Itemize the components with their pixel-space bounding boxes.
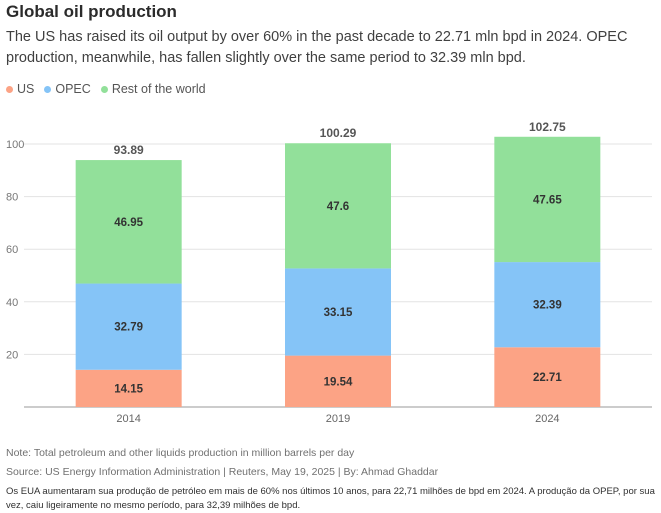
y-tick-label-100: 100 bbox=[6, 139, 24, 151]
y-tick-label-40: 40 bbox=[6, 297, 18, 309]
segment-value-label: 33.15 bbox=[324, 307, 353, 319]
segment-value-label: 19.54 bbox=[324, 376, 353, 388]
chart-title: Global oil production bbox=[6, 2, 177, 21]
bar-segment-opec-2014 bbox=[75, 283, 182, 370]
y-tick-label-20: 20 bbox=[6, 349, 18, 361]
y-tick-label-80: 80 bbox=[6, 192, 18, 204]
x-tick-label-2014: 2014 bbox=[116, 413, 140, 425]
segment-value-label: 47.65 bbox=[533, 194, 562, 206]
bar-segment-us-2019 bbox=[285, 355, 391, 407]
bar-segment-rest-of-the-world-2019 bbox=[285, 143, 391, 269]
segment-value-label: 32.39 bbox=[533, 300, 562, 312]
bar-segment-rest-of-the-world-2024 bbox=[494, 136, 601, 263]
legend-label-rest-of-world: Rest of the world bbox=[111, 82, 206, 96]
segment-value-label: 47.6 bbox=[327, 201, 349, 213]
stacked-bar-chart: 20 40 60 80 100 14.15 32.79 46.95 93.89 2014 19.54… bbox=[6, 120, 652, 425]
x-tick-label-2019: 2019 bbox=[326, 413, 350, 425]
bar-segment-opec-2019 bbox=[285, 268, 391, 356]
total-value-label: 100.29 bbox=[320, 126, 357, 140]
segment-value-label: 14.15 bbox=[114, 383, 143, 395]
legend-swatch-opec bbox=[44, 85, 52, 93]
segment-value-label: 46.95 bbox=[114, 217, 143, 229]
legend-item-opec: OPEC bbox=[44, 82, 91, 96]
legend-label-us: US bbox=[17, 82, 35, 96]
bar-segment-opec-2024 bbox=[494, 262, 601, 348]
total-value-label: 93.89 bbox=[114, 143, 144, 157]
bar-segment-us-2014 bbox=[75, 369, 182, 407]
legend-item-us: US bbox=[6, 82, 34, 96]
segment-value-label: 32.79 bbox=[114, 322, 143, 334]
legend-item-rest-of-world: Rest of the world bbox=[100, 82, 206, 96]
source-line: Source: US Energy Information Administra… bbox=[6, 466, 439, 478]
segment-value-label: 22.71 bbox=[533, 372, 562, 384]
bar-segment-rest-of-the-world-2014 bbox=[75, 160, 182, 284]
x-tick-label-2024: 2024 bbox=[535, 413, 559, 425]
y-tick-label-60: 60 bbox=[6, 244, 18, 256]
legend-label-opec: OPEC bbox=[55, 82, 91, 96]
chart-subtitle: The US has raised its oil output by over… bbox=[6, 29, 628, 66]
bar-segment-us-2024 bbox=[494, 347, 601, 407]
legend: US OPEC Rest of the world bbox=[6, 82, 206, 96]
total-value-label: 102.75 bbox=[529, 120, 566, 134]
legend-swatch-us bbox=[6, 85, 13, 93]
legend-swatch-rest-of-world bbox=[100, 85, 108, 93]
portuguese-translation: Os EUA aumentaram sua produção de petról… bbox=[6, 486, 655, 511]
footnote: Note: Total petroleum and other liquids … bbox=[6, 447, 355, 459]
